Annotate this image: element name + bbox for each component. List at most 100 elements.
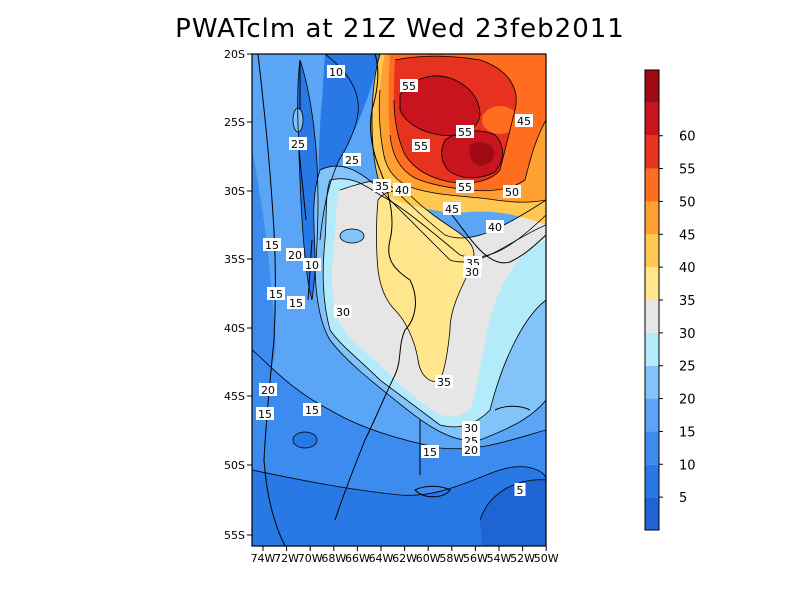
contour-label-bg bbox=[435, 375, 453, 388]
contour-label: 15 bbox=[265, 239, 279, 252]
coastlines bbox=[257, 54, 546, 546]
colorbar-swatch bbox=[645, 497, 659, 530]
contour-label-bg bbox=[256, 407, 274, 420]
colorbar-label: 55 bbox=[679, 163, 696, 178]
contour-label-bg bbox=[462, 443, 480, 456]
contour-label-bg bbox=[456, 125, 474, 138]
lat-label: 35S bbox=[224, 253, 245, 266]
field-layer bbox=[252, 54, 546, 546]
contour-label-bg bbox=[400, 79, 418, 92]
contour-label-bg bbox=[263, 238, 281, 251]
contour-label: 10 bbox=[305, 259, 319, 272]
lon-label: 68W bbox=[321, 552, 346, 565]
cell-25-30 bbox=[340, 229, 364, 243]
contour-label-bg bbox=[327, 65, 345, 78]
band-10-15-cell bbox=[293, 432, 317, 448]
lon-label: 72W bbox=[274, 552, 299, 565]
band-70-core bbox=[469, 142, 495, 166]
contour-label: 25 bbox=[345, 154, 359, 167]
band-5-10-atlantic bbox=[480, 479, 546, 546]
contour-label: 45 bbox=[517, 115, 531, 128]
contour-label: 55 bbox=[458, 181, 472, 194]
colorbar-swatch bbox=[645, 365, 659, 399]
lon-label: 60W bbox=[416, 552, 441, 565]
contour-label: 25 bbox=[291, 138, 305, 151]
contour-label-bg bbox=[456, 180, 474, 193]
lat-label: 45S bbox=[224, 390, 245, 403]
lon-label: 64W bbox=[369, 552, 394, 565]
colorbar-label: 20 bbox=[679, 393, 696, 408]
contour-label: 45 bbox=[445, 203, 459, 216]
colorbar-swatch bbox=[645, 267, 659, 300]
contour-label: 20 bbox=[288, 249, 302, 262]
contour-label: 30 bbox=[336, 306, 350, 319]
contour-label-bg bbox=[421, 445, 439, 458]
contour-label-bg bbox=[303, 403, 321, 416]
colorbar-swatch bbox=[645, 201, 659, 235]
contour-label-bg bbox=[267, 287, 285, 300]
band-40-45 bbox=[376, 190, 475, 382]
colorbar-label: 30 bbox=[679, 327, 696, 342]
colorbar-swatch bbox=[645, 135, 659, 169]
contour-label: 30 bbox=[465, 266, 479, 279]
colorbar-swatch bbox=[645, 70, 659, 103]
map-frame bbox=[251, 53, 547, 547]
contour-label-bg bbox=[259, 383, 277, 396]
colorbar-swatch bbox=[645, 300, 659, 333]
colorbar-label: 25 bbox=[679, 360, 696, 375]
contour-label-bg bbox=[443, 202, 461, 215]
colorbar-swatch bbox=[645, 168, 659, 202]
latitude-axis: 20S 25S 30S 35S 40S 45S 50S 55S bbox=[224, 48, 252, 542]
contour-label: 20 bbox=[464, 444, 478, 457]
colorbar-swatch bbox=[645, 398, 659, 432]
band-10-15-south bbox=[252, 466, 546, 546]
lat-label: 50S bbox=[224, 459, 245, 472]
contour-label-bg bbox=[393, 183, 411, 196]
lon-label: 58W bbox=[439, 552, 464, 565]
band-15-20-west bbox=[252, 150, 276, 390]
contour-label-bg bbox=[343, 153, 361, 166]
lon-label: 66W bbox=[345, 552, 370, 565]
lon-label: 50W bbox=[534, 552, 559, 565]
cell-55-east bbox=[482, 106, 518, 134]
contour-label-bg bbox=[515, 114, 533, 127]
colorbar-label: 40 bbox=[679, 261, 696, 276]
lat-label: 25S bbox=[224, 116, 245, 129]
contour-label: 15 bbox=[305, 404, 319, 417]
colorbar-label: 50 bbox=[679, 195, 696, 210]
colorbar-label: 35 bbox=[679, 294, 696, 309]
colorbar-swatch bbox=[645, 431, 659, 465]
contour-label: 5 bbox=[517, 484, 524, 497]
lon-label: 54W bbox=[487, 552, 512, 565]
lat-label: 55S bbox=[224, 529, 245, 542]
contour-label: 40 bbox=[395, 184, 409, 197]
contour-label-bg bbox=[463, 265, 481, 278]
lon-label: 74W bbox=[251, 552, 276, 565]
contour-label-bg bbox=[486, 220, 504, 233]
contour-label-bg bbox=[412, 139, 430, 152]
contour-label-bg bbox=[303, 258, 321, 271]
lat-label: 20S bbox=[224, 48, 245, 61]
colorbar: 5 10 15 20 25 30 35 40 45 50 55 60 bbox=[644, 69, 696, 531]
contour-label: 55 bbox=[458, 126, 472, 139]
contour-label: 15 bbox=[423, 446, 437, 459]
contour-label-bg bbox=[514, 483, 526, 496]
lon-label: 62W bbox=[392, 552, 417, 565]
contour-label: 30 bbox=[464, 422, 478, 435]
colorbar-label: 45 bbox=[679, 228, 696, 243]
colorbar-swatch bbox=[645, 332, 659, 366]
lon-label: 52W bbox=[510, 552, 535, 565]
contour-label-bg bbox=[286, 248, 304, 261]
colorbar-label: 60 bbox=[679, 130, 696, 145]
contour-label-bg bbox=[334, 305, 352, 318]
contour-label-bg bbox=[289, 137, 307, 150]
contour-label: 35 bbox=[375, 180, 389, 193]
contour-label: 40 bbox=[488, 221, 502, 234]
contour-label: 20 bbox=[261, 384, 275, 397]
band-10-15-andes-north bbox=[318, 54, 380, 240]
colorbar-swatch bbox=[645, 464, 659, 498]
colorbar-label: 5 bbox=[679, 491, 687, 506]
contour-lines bbox=[252, 54, 546, 521]
